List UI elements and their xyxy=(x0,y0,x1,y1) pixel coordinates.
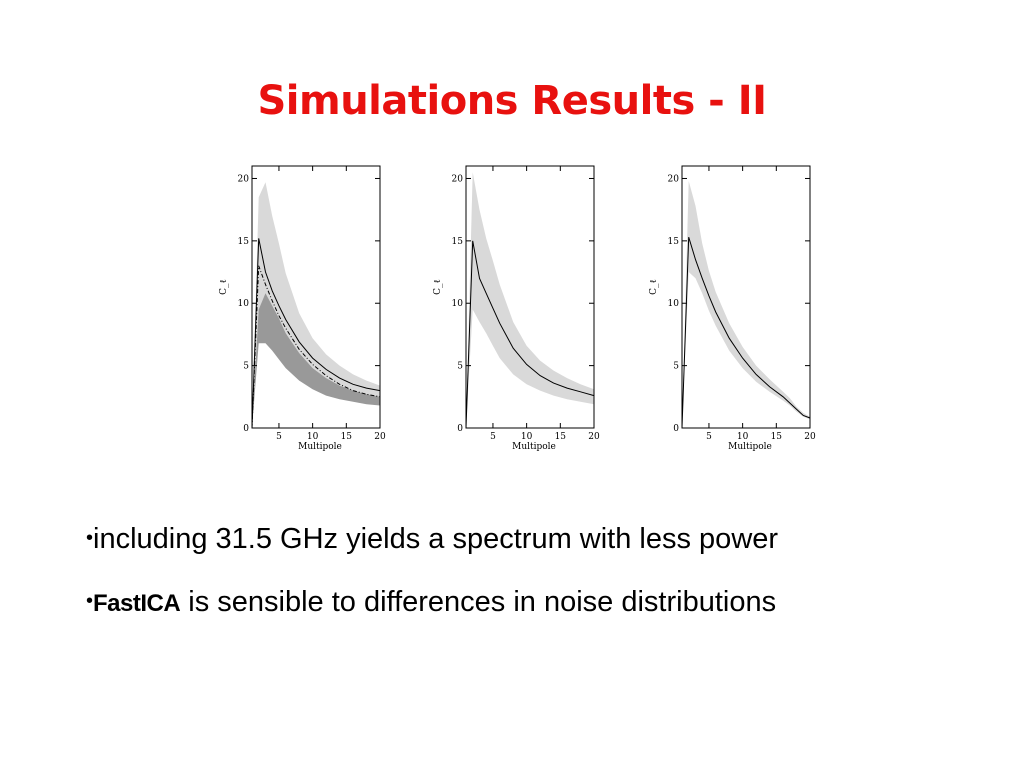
y-tick-label: 15 xyxy=(452,237,464,247)
y-tick-label: 0 xyxy=(673,424,679,434)
confidence-band-1 xyxy=(466,172,594,428)
y-tick-label: 20 xyxy=(452,174,464,184)
x-tick-label: 10 xyxy=(307,432,319,442)
x-axis-label: Multipole xyxy=(298,442,342,452)
x-tick-label: 15 xyxy=(771,432,783,442)
power-spectrum-plot-3: 0 5 10 15 20 5 10 15 20 Multipole C_ℓ xyxy=(649,165,816,452)
y-tick-label: 15 xyxy=(668,237,680,247)
x-axis-label: Multipole xyxy=(728,442,772,452)
y-axis-label: C_ℓ xyxy=(649,279,659,295)
y-tick-label: 20 xyxy=(238,174,250,184)
x-tick-label: 10 xyxy=(737,432,749,442)
bullet-text: including 31.5 GHz yields a spectrum wit… xyxy=(93,523,779,555)
y-tick-label: 5 xyxy=(673,362,679,372)
y-tick-label: 15 xyxy=(238,237,250,247)
bullet-list: •including 31.5 GHz yields a spectrum wi… xyxy=(86,518,986,646)
y-tick-label: 5 xyxy=(243,362,249,372)
power-spectrum-plot-1: 0 5 10 15 20 5 10 15 20 Multipole C_ℓ xyxy=(219,165,386,452)
plot-frame xyxy=(465,165,595,429)
power-spectrum-plot-2: 0 5 10 15 20 5 10 15 20 Multipole C_ℓ xyxy=(433,165,600,452)
y-tick-label: 0 xyxy=(243,424,249,434)
slide-title: Simulations Results - II xyxy=(257,78,767,124)
plot-frame xyxy=(251,165,381,429)
plot-frame xyxy=(681,165,811,429)
x-tick-label: 15 xyxy=(341,432,353,442)
confidence-band-2 xyxy=(252,293,380,428)
y-tick-label: 10 xyxy=(452,299,464,309)
bullet-marker: • xyxy=(86,590,94,612)
bullet-item-1: •including 31.5 GHz yields a spectrum wi… xyxy=(86,518,986,559)
y-tick-label: 10 xyxy=(238,299,250,309)
confidence-band-1 xyxy=(252,182,380,428)
y-axis-label: C_ℓ xyxy=(219,279,229,295)
y-tick-label: 10 xyxy=(668,299,680,309)
spectrum-line-1 xyxy=(465,240,595,429)
confidence-band-1 xyxy=(682,181,810,428)
x-tick-label: 10 xyxy=(521,432,533,442)
x-tick-label: 15 xyxy=(555,432,567,442)
x-tick-label: 20 xyxy=(588,432,600,442)
bullet-marker: • xyxy=(86,527,94,549)
bullet-bold-term: FastICA xyxy=(93,590,181,617)
spectrum-line-1 xyxy=(251,238,381,429)
bullet-item-2: •FastICA is sensible to differences in n… xyxy=(86,581,986,624)
x-axis-label: Multipole xyxy=(512,442,556,452)
x-tick-label: 20 xyxy=(804,432,816,442)
x-tick-label: 5 xyxy=(490,432,496,442)
x-tick-label: 5 xyxy=(276,432,282,442)
bullet-text: is sensible to differences in noise dist… xyxy=(180,586,777,618)
y-tick-label: 20 xyxy=(668,174,680,184)
y-tick-label: 0 xyxy=(457,424,463,434)
y-axis-label: C_ℓ xyxy=(433,279,443,295)
x-tick-label: 5 xyxy=(706,432,712,442)
y-tick-label: 5 xyxy=(457,362,463,372)
spectrum-line-1 xyxy=(681,236,811,429)
spectrum-line-2 xyxy=(251,265,381,429)
x-tick-label: 20 xyxy=(374,432,386,442)
